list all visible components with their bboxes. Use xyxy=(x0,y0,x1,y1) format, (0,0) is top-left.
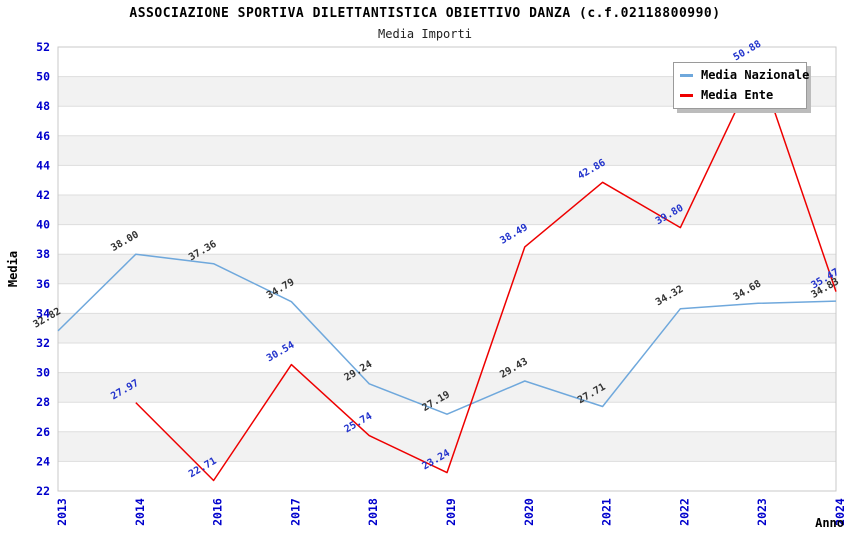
x-tick-label: 2019 xyxy=(444,498,458,526)
plot-band xyxy=(58,372,836,403)
y-tick-label: 24 xyxy=(36,454,50,468)
plot-band xyxy=(58,431,836,462)
legend-item-media-ente: Media Ente xyxy=(680,88,798,102)
x-tick-label: 2017 xyxy=(288,498,302,526)
series-line-media-ente xyxy=(135,62,837,482)
series-line-media-nazionale xyxy=(57,253,837,415)
legend-swatch-media-ente xyxy=(680,93,693,97)
x-tick-label: 2013 xyxy=(55,498,69,526)
x-tick-label: 2021 xyxy=(600,498,614,526)
y-tick-label: 40 xyxy=(36,218,50,232)
y-tick-label: 30 xyxy=(36,366,50,380)
y-tick-label: 50 xyxy=(36,70,50,84)
y-tick-label: 46 xyxy=(36,129,50,143)
legend-label: Media Nazionale xyxy=(701,68,810,82)
y-tick-label: 38 xyxy=(36,247,50,261)
plot-border xyxy=(57,46,837,492)
x-tick-label: 2022 xyxy=(677,498,691,526)
y-tick-label: 26 xyxy=(36,425,50,439)
x-tick-label: 2016 xyxy=(211,498,225,526)
chart-subtitle: Media Importi xyxy=(378,27,472,41)
x-tick-label: 2018 xyxy=(366,498,380,526)
legend: Media Nazionale Media Ente xyxy=(673,62,809,109)
legend-item-media-nazionale: Media Nazionale xyxy=(680,68,809,82)
chart-title: ASSOCIAZIONE SPORTIVA DILETTANTISTICA OB… xyxy=(129,6,721,21)
y-tick-label: 34 xyxy=(36,306,50,320)
plot-band xyxy=(58,195,836,225)
y-tick-label: 32 xyxy=(36,336,50,350)
x-tick-label: 2014 xyxy=(133,498,147,526)
y-tick-label: 22 xyxy=(36,484,50,498)
plot-band xyxy=(58,254,836,284)
x-tick-label: 2023 xyxy=(755,498,769,526)
x-tick-label: 2020 xyxy=(522,498,536,526)
y-tick-label: 52 xyxy=(36,40,50,54)
plot-band xyxy=(58,313,836,343)
y-tick-label: 44 xyxy=(36,158,50,172)
x-axis-title: Anno xyxy=(815,516,844,530)
legend-swatch-media-nazionale xyxy=(680,73,693,77)
legend-label: Media Ente xyxy=(701,88,774,102)
y-tick-label: 48 xyxy=(36,99,50,113)
y-axis-title: Media xyxy=(6,251,20,287)
plot-band xyxy=(58,135,836,166)
y-tick-label: 36 xyxy=(36,277,50,291)
y-tick-label: 28 xyxy=(36,395,50,409)
x-tick-label: 2024 xyxy=(833,498,847,526)
y-tick-label: 42 xyxy=(36,188,50,202)
